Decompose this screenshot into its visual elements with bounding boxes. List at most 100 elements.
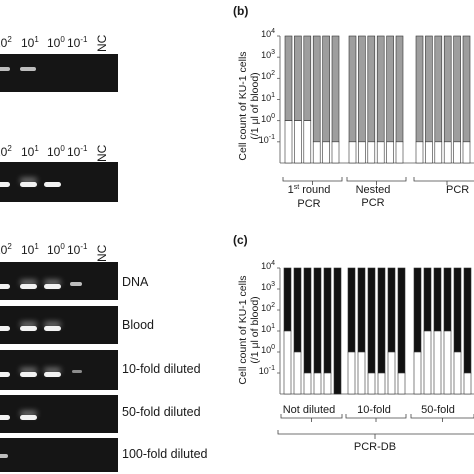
bar-lower [323, 372, 332, 395]
gel-image [0, 162, 118, 202]
gel-band [44, 372, 61, 377]
lane-label: 10-1 [67, 144, 88, 159]
gel-band [44, 182, 61, 187]
gel-band [44, 284, 61, 289]
gel-band [0, 372, 10, 377]
lane-label: 100 [47, 35, 65, 50]
bar-lower [367, 372, 376, 395]
group-label: PCR [446, 184, 470, 196]
bar-lower [443, 330, 452, 395]
bar-lower [348, 141, 357, 164]
bar-upper [463, 267, 472, 374]
panel-label-c: (c) [233, 233, 248, 247]
group-label: 1st round PCR [287, 184, 331, 210]
bar-lower [453, 351, 462, 395]
gel-band [0, 326, 10, 331]
bar-lower [425, 141, 433, 164]
gel-band [0, 284, 10, 289]
gel-band [70, 282, 82, 286]
lane-label: 10-1 [67, 35, 88, 50]
bar-lower [423, 330, 432, 395]
bar-lower [367, 141, 376, 164]
bar-lower [386, 141, 394, 164]
group-label: 50-fold [421, 404, 455, 416]
y-tick-label: 10-1 [258, 133, 275, 145]
gel-image-100-fold [0, 438, 118, 472]
gel-band [0, 415, 10, 420]
group-label: 10-fold [357, 404, 391, 416]
bar-lower [293, 351, 302, 395]
gel-band [20, 372, 37, 377]
bar-upper [413, 267, 422, 353]
bar-upper [293, 267, 302, 353]
gel-label: 100-fold diluted [122, 447, 208, 461]
bar-upper [433, 267, 442, 332]
bar-upper [397, 267, 406, 374]
bar-upper [283, 267, 292, 332]
bar-upper [357, 267, 366, 353]
bar-lower [463, 372, 472, 395]
y-tick-label: 100 [261, 344, 275, 355]
gel-image-dna [0, 262, 118, 300]
bar-lower [331, 141, 340, 164]
y-tick-label: 104 [261, 28, 275, 39]
gel-band [20, 326, 37, 331]
gel-band [72, 370, 82, 373]
bar-lower [294, 120, 302, 164]
bar-lower [395, 141, 404, 164]
y-tick-label: 102 [261, 302, 275, 313]
y-tick-label: 103 [261, 49, 275, 61]
bar-lower [443, 141, 452, 164]
gel-band [0, 67, 10, 71]
bar-upper [333, 267, 342, 395]
bar-lower [283, 330, 292, 395]
lane-label: 102 [0, 242, 12, 257]
bar-lower [413, 351, 422, 395]
gel-label: 50-fold diluted [122, 405, 201, 419]
lane-label: 101 [21, 144, 39, 159]
gel-label: DNA [122, 275, 149, 289]
bar-lower [376, 141, 385, 164]
y-tick-label: 102 [261, 70, 275, 82]
y-tick-label: 103 [261, 281, 275, 292]
bar-lower [462, 141, 471, 164]
group-label: Not diluted [282, 404, 336, 416]
bar-lower [357, 351, 366, 395]
gel-image-10-fold [0, 350, 118, 390]
bar-lower [387, 351, 396, 395]
lane-label: 102 [0, 144, 12, 159]
gel-band [0, 182, 10, 187]
bar-lower [322, 141, 330, 164]
gel-label: 10-fold diluted [122, 362, 201, 376]
bar-upper [423, 267, 432, 332]
gel-band [20, 67, 36, 71]
bar-lower [453, 141, 461, 164]
y-tick-label: 100 [261, 112, 275, 124]
gel-band [44, 326, 61, 331]
bar-lower [313, 372, 322, 395]
outer-bracket [277, 430, 474, 435]
lane-label: 101 [21, 242, 39, 257]
bar-upper [453, 267, 462, 353]
bar-lower [284, 120, 293, 164]
bar-lower [397, 372, 406, 395]
bar-upper [303, 267, 312, 374]
bar-lower [434, 141, 443, 164]
bar-upper [387, 267, 396, 353]
bar-lower [303, 120, 312, 164]
y-tick-label: 101 [261, 91, 275, 103]
bar-upper [443, 267, 452, 332]
bar-lower [303, 372, 312, 395]
lane-label: 101 [21, 35, 39, 50]
lane-label: 102 [0, 35, 12, 50]
gel-image-50-fold [0, 395, 118, 433]
bar-lower [358, 141, 366, 164]
bar-upper [323, 267, 332, 374]
lane-label: 100 [47, 242, 65, 257]
bar-upper [313, 267, 322, 374]
gel-band [0, 454, 8, 458]
bar-lower [347, 351, 356, 395]
gel-image-blood [0, 306, 118, 344]
y-tick-label: 104 [261, 260, 275, 271]
y-tick-label: 101 [261, 323, 275, 334]
